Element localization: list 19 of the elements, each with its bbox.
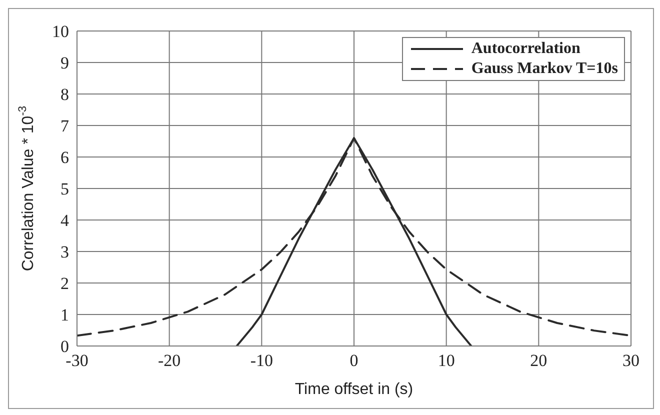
legend-label: Gauss Markov T=10s: [471, 60, 618, 78]
x-tick-label: 20: [530, 351, 548, 370]
x-tick-label: -10: [250, 351, 274, 370]
y-tick-label: 4: [60, 211, 70, 230]
x-axis-title: Time offset in (s): [294, 381, 414, 398]
y-tick-label: 9: [60, 54, 69, 73]
x-tick-label: 0: [350, 351, 358, 370]
y-tick-label: 1: [60, 306, 69, 325]
y-tick-label: 10: [52, 22, 69, 42]
y-tick-label: 3: [60, 242, 69, 262]
legend-label: Autocorrelation: [471, 40, 580, 58]
x-tick-label: 10: [438, 351, 455, 370]
y-tick-label: 5: [60, 180, 69, 199]
x-tick-label: -20: [158, 351, 181, 370]
x-tick-label: 30: [622, 351, 640, 370]
y-tick-label: 7: [60, 116, 70, 136]
y-tick-label: 2: [60, 274, 69, 294]
y-tick-label: 8: [60, 85, 69, 104]
y-tick-label: 6: [60, 148, 69, 168]
